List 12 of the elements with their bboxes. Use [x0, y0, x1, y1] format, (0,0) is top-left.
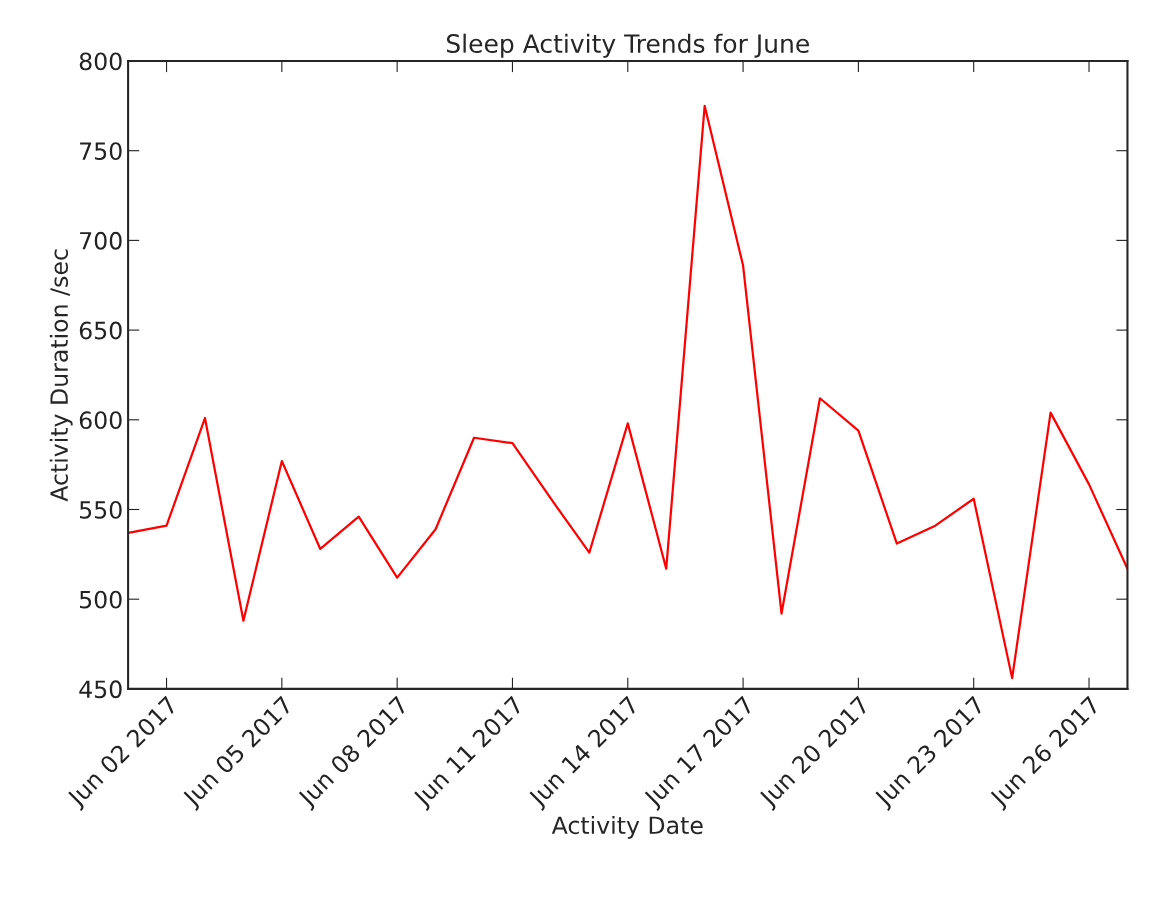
y-tick-label: 600: [79, 411, 122, 430]
y-tick-label: 550: [79, 500, 122, 519]
y-tick-label: 500: [79, 590, 122, 609]
y-tick-label: 450: [79, 680, 122, 699]
y-axis-title: Activity Duration /sec: [49, 249, 73, 502]
line-series: [128, 104, 1128, 680]
y-tick-label: 750: [80, 142, 122, 160]
chart-title: Sleep Activity Trends for June: [446, 33, 809, 58]
x-axis-title: Activity Date: [551, 815, 703, 839]
y-tick-label: 800: [79, 52, 122, 71]
y-tick-label: 650: [79, 321, 122, 340]
y-tick-label: 700: [80, 231, 122, 250]
